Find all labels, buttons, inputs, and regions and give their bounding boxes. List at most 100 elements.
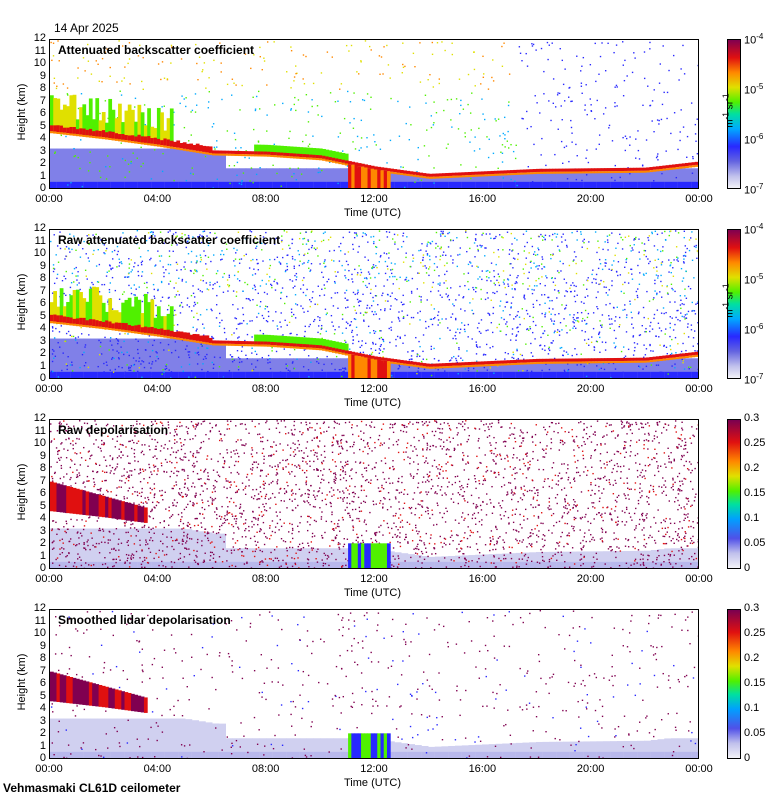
noise-pixel	[307, 369, 310, 371]
cloud-virga-cell	[150, 299, 155, 334]
precip-cell	[383, 360, 388, 378]
surface-layer-cell	[90, 181, 98, 188]
noise-pixel	[120, 346, 122, 348]
noise-pixel	[189, 172, 192, 175]
noise-pixel	[127, 276, 130, 278]
noise-pixel	[111, 344, 113, 346]
noise-pixel	[374, 330, 377, 333]
noise-pixel	[281, 235, 283, 237]
noise-pixel	[193, 301, 196, 304]
noise-pixel	[583, 242, 585, 244]
noise-pixel	[499, 234, 501, 236]
noise-pixel	[546, 41, 549, 44]
surface-layer-cell	[475, 561, 483, 568]
noise-pixel	[554, 106, 557, 108]
cloud-base-edge	[244, 344, 249, 347]
noise-pixel	[474, 85, 476, 87]
cloud-base-edge	[173, 337, 177, 340]
surface-layer-cell	[326, 181, 334, 188]
surface-layer-cell	[691, 371, 698, 378]
noise-pixel	[675, 246, 678, 248]
noise-pixel	[502, 237, 504, 239]
cloud-base-edge	[390, 171, 394, 174]
cloud-base-edge	[425, 366, 430, 369]
cloud-base-cell	[668, 354, 673, 358]
noise-pixel	[185, 246, 187, 249]
noise-pixel	[437, 319, 440, 321]
cloud-base-cell	[367, 165, 372, 169]
noise-pixel	[357, 340, 360, 343]
noise-pixel	[557, 128, 559, 130]
noise-pixel	[435, 256, 437, 258]
noise-pixel	[604, 265, 607, 267]
x-tick-label: 20:00	[576, 193, 605, 205]
y-tick-label: 9	[39, 69, 46, 82]
cloud-base-edge	[623, 170, 628, 173]
noise-pixel	[525, 230, 528, 232]
noise-pixel	[402, 240, 405, 243]
noise-pixel	[204, 155, 207, 158]
boundary-layer-cell	[90, 148, 98, 188]
noise-pixel	[152, 283, 155, 286]
noise-pixel	[638, 334, 641, 337]
cloud-base-edge	[101, 137, 106, 140]
noise-pixel	[167, 231, 169, 233]
noise-pixel	[373, 332, 376, 334]
noise-pixel	[504, 358, 506, 360]
noise-pixel	[475, 341, 477, 343]
cloud-base-edge	[140, 142, 145, 145]
noise-pixel	[492, 291, 494, 294]
noise-pixel	[342, 371, 344, 373]
noise-pixel	[601, 42, 603, 44]
noise-pixel	[682, 342, 684, 345]
cloud-base-edge	[62, 322, 67, 325]
noise-pixel	[443, 109, 445, 112]
noise-pixel	[638, 283, 641, 285]
noise-pixel	[207, 289, 210, 291]
noise-pixel	[660, 264, 663, 266]
noise-pixel	[411, 277, 414, 280]
surface-layer-cell	[110, 181, 118, 188]
surface-layer-cell	[522, 561, 530, 568]
noise-pixel	[68, 247, 70, 249]
noise-pixel	[212, 284, 214, 286]
noise-pixel	[141, 275, 143, 277]
noise-pixel	[471, 92, 473, 94]
noise-pixel	[541, 235, 544, 238]
cloud-base-cell	[523, 359, 527, 363]
noise-pixel	[291, 175, 293, 178]
noise-pixel	[185, 281, 187, 283]
noise-pixel	[64, 340, 66, 343]
noise-pixel	[149, 371, 151, 374]
noise-pixel	[169, 280, 172, 283]
noise-pixel	[503, 283, 505, 285]
surface-layer-cell	[549, 371, 557, 378]
cloud-base-edge	[691, 165, 696, 168]
noise-pixel	[634, 298, 636, 301]
noise-pixel	[508, 73, 511, 75]
noise-pixel	[345, 289, 348, 292]
noise-pixel	[81, 185, 84, 188]
cloud-base-edge	[565, 361, 569, 364]
noise-pixel	[439, 233, 442, 235]
noise-pixel	[116, 245, 119, 248]
noise-pixel	[591, 273, 593, 276]
noise-pixel	[347, 251, 350, 253]
noise-pixel	[330, 363, 333, 365]
noise-pixel	[496, 279, 498, 282]
noise-pixel	[535, 372, 537, 375]
noise-pixel	[138, 503, 140, 506]
noise-pixel	[240, 350, 243, 352]
surface-layer-cell	[320, 371, 328, 378]
noise-pixel	[147, 374, 150, 376]
noise-pixel	[560, 236, 563, 238]
noise-pixel	[137, 352, 139, 355]
noise-pixel	[695, 303, 697, 305]
noise-pixel	[360, 61, 362, 63]
noise-pixel	[378, 261, 380, 263]
y-axis-label: Height (km)	[16, 273, 28, 331]
noise-pixel	[72, 335, 75, 338]
noise-pixel	[53, 357, 55, 359]
cloud-base-edge	[607, 171, 612, 174]
noise-pixel	[141, 376, 143, 378]
